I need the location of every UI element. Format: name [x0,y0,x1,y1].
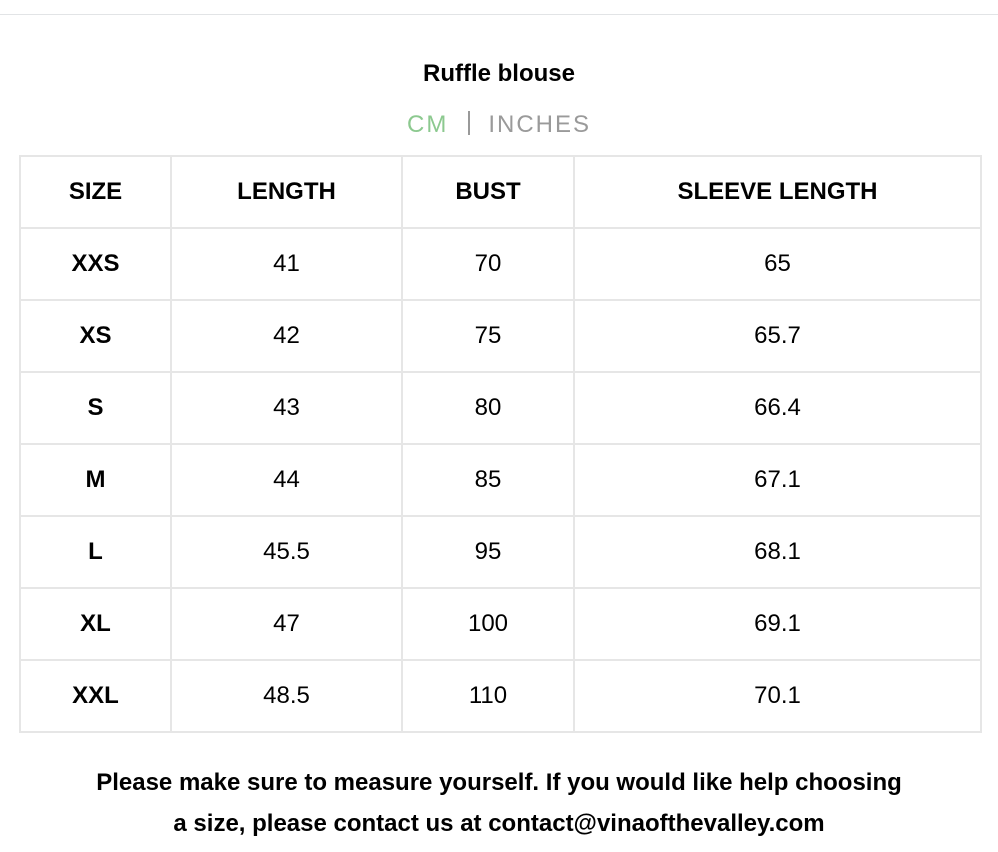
product-title: Ruffle blouse [422,60,575,87]
table-row: XXS 41 70 65 [19,227,982,301]
cell-sleeve-length: 65.7 [573,299,982,373]
unit-cm-button[interactable]: CM [406,111,449,138]
header-size: SIZE [19,155,172,229]
unit-toggle: CM INCHES [0,111,998,139]
cell-bust: 80 [401,371,575,445]
table-header-row: SIZE LENGTH BUST SLEEVE LENGTH [19,155,982,229]
table-row: XS 42 75 65.7 [19,299,982,373]
table-row: XL 47 100 69.1 [19,587,982,661]
cell-length: 45.5 [170,515,403,589]
cell-length: 48.5 [170,659,403,733]
cell-length: 42 [170,299,403,373]
cell-length: 44 [170,443,403,517]
help-note: Please make sure to measure yourself. If… [0,762,998,844]
cell-sleeve-length: 65 [573,227,982,301]
cell-bust: 110 [401,659,575,733]
cell-sleeve-length: 69.1 [573,587,982,661]
cell-size: XS [19,299,172,373]
cell-sleeve-length: 68.1 [573,515,982,589]
table-row: L 45.5 95 68.1 [19,515,982,589]
header-sleeve-length: SLEEVE LENGTH [573,155,982,229]
cell-size: M [19,443,172,517]
header-bust: BUST [401,155,575,229]
unit-separator [468,111,471,135]
unit-inches-button[interactable]: INCHES [488,111,591,138]
cell-bust: 100 [401,587,575,661]
cell-sleeve-length: 66.4 [573,371,982,445]
header-length: LENGTH [170,155,403,229]
cell-size: XXL [19,659,172,733]
table-row: S 43 80 66.4 [19,371,982,445]
help-note-line-2: a size, please contact us at contact@vin… [173,810,825,837]
cell-size: S [19,371,172,445]
cell-sleeve-length: 67.1 [573,443,982,517]
cell-bust: 85 [401,443,575,517]
cell-size: L [19,515,172,589]
cell-length: 47 [170,587,403,661]
cell-length: 43 [170,371,403,445]
table-row: XXL 48.5 110 70.1 [19,659,982,733]
top-divider [0,14,998,15]
cell-sleeve-length: 70.1 [573,659,982,733]
cell-size: XXS [19,227,172,301]
cell-bust: 75 [401,299,575,373]
help-note-line-1: Please make sure to measure yourself. If… [96,769,902,796]
cell-size: XL [19,587,172,661]
cell-length: 41 [170,227,403,301]
size-chart-table: SIZE LENGTH BUST SLEEVE LENGTH XXS 41 70 65… [19,155,982,733]
cell-bust: 95 [401,515,575,589]
table-row: M 44 85 67.1 [19,443,982,517]
cell-bust: 70 [401,227,575,301]
